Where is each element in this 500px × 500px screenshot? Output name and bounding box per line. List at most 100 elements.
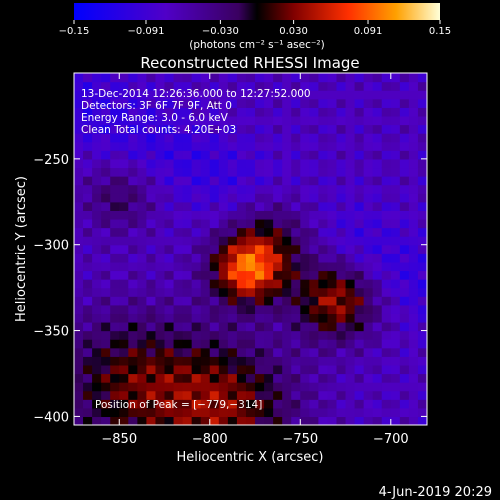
heatmap-cell xyxy=(128,373,138,383)
heatmap-cell xyxy=(227,167,238,177)
heatmap-cell xyxy=(209,124,220,134)
heatmap-cell xyxy=(282,279,292,289)
heatmap-cell xyxy=(245,81,256,91)
heatmap-cell xyxy=(390,399,401,409)
heatmap-cell xyxy=(92,382,102,392)
heatmap-cell xyxy=(390,390,401,400)
heatmap-cell xyxy=(300,124,310,134)
heatmap-cell xyxy=(173,98,184,108)
heatmap-cell xyxy=(146,296,157,306)
heatmap-cell xyxy=(227,253,238,263)
heatmap-cell xyxy=(318,115,329,126)
heatmap-cell xyxy=(119,321,129,332)
heatmap-cell xyxy=(110,244,120,254)
heatmap-cell xyxy=(182,321,193,332)
heatmap-cell xyxy=(408,321,419,332)
heatmap-cell xyxy=(83,141,93,151)
heatmap-cell xyxy=(182,218,193,229)
heatmap-cell xyxy=(101,296,111,306)
heatmap-cell xyxy=(318,373,329,383)
heatmap-cell xyxy=(264,244,274,254)
heatmap-cell xyxy=(119,313,129,323)
heatmap-cell xyxy=(218,150,229,160)
heatmap-cell xyxy=(408,279,419,289)
heatmap-cell xyxy=(363,339,374,349)
heatmap-cell xyxy=(209,356,220,366)
heatmap-cell xyxy=(318,193,329,203)
heatmap-cell xyxy=(164,115,175,126)
heatmap-cell xyxy=(381,158,392,169)
heatmap-cell xyxy=(273,330,283,340)
heatmap-cell xyxy=(372,210,383,220)
heatmap-cell xyxy=(119,261,129,272)
heatmap-cell xyxy=(309,150,319,160)
heatmap-cell xyxy=(209,382,220,392)
heatmap-cell xyxy=(336,141,347,151)
heatmap-cell xyxy=(255,390,265,400)
heatmap-cell xyxy=(101,218,111,229)
heatmap-cell xyxy=(236,98,247,108)
heatmap-cell xyxy=(146,81,157,91)
heatmap-cell xyxy=(182,399,193,409)
heatmap-cell xyxy=(146,141,157,151)
heatmap-cell xyxy=(200,321,211,332)
heatmap-cell xyxy=(309,176,319,186)
heatmap-cell xyxy=(336,296,347,306)
heatmap-cell xyxy=(110,416,120,425)
heatmap-cell xyxy=(318,407,329,418)
heatmap-cell xyxy=(273,210,283,220)
heatmap-cell xyxy=(318,330,329,340)
heatmap-cell xyxy=(74,124,84,134)
heatmap-cell xyxy=(128,150,138,160)
heatmap-cell xyxy=(354,227,365,237)
heatmap-cell xyxy=(345,218,356,229)
heatmap-cell xyxy=(417,296,427,306)
heatmap-cell xyxy=(417,373,427,383)
heatmap-cell xyxy=(417,321,427,332)
heatmap-cell xyxy=(300,356,310,366)
heatmap-cell xyxy=(363,407,374,418)
heatmap-cell xyxy=(264,210,274,220)
heatmap-cell xyxy=(164,176,175,186)
heatmap-cell xyxy=(92,356,102,366)
heatmap-cell xyxy=(300,382,310,392)
heatmap-cell xyxy=(227,115,238,126)
heatmap-cell xyxy=(128,107,138,117)
heatmap-cell xyxy=(309,330,319,340)
heatmap-cell xyxy=(218,321,229,332)
annotation-line: 13-Dec-2014 12:26:36.000 to 12:27:52.000 xyxy=(81,88,311,100)
heatmap-cell xyxy=(363,287,374,297)
heatmap-cell xyxy=(83,330,93,340)
heatmap-cell xyxy=(363,356,374,366)
heatmap-cell xyxy=(236,90,247,100)
heatmap-cell xyxy=(417,304,427,314)
y-tick-label: −400 xyxy=(33,410,69,425)
heatmap-cell xyxy=(363,296,374,306)
heatmap-cell xyxy=(164,407,175,418)
heatmap-cell xyxy=(417,90,427,100)
heatmap-cell xyxy=(119,133,129,143)
heatmap-cell xyxy=(173,347,184,357)
heatmap-cell xyxy=(74,141,84,151)
heatmap-cell xyxy=(318,81,329,91)
heatmap-cell xyxy=(110,364,120,375)
heatmap-cell xyxy=(119,227,129,237)
heatmap-cell xyxy=(101,373,111,383)
heatmap-cell xyxy=(300,115,310,126)
heatmap-cell xyxy=(137,347,148,357)
heatmap-cell xyxy=(110,382,120,392)
heatmap-cell xyxy=(354,347,365,357)
heatmap-cell xyxy=(363,193,374,203)
heatmap-cell xyxy=(300,313,310,323)
heatmap-cell xyxy=(83,133,93,143)
heatmap-cell xyxy=(137,313,148,323)
heatmap-cell xyxy=(318,210,329,220)
heatmap-cell xyxy=(372,321,383,332)
heatmap-cell xyxy=(300,321,310,332)
heatmap-cell xyxy=(191,107,202,117)
heatmap-cell xyxy=(128,236,138,246)
heatmap-cell xyxy=(318,176,329,186)
heatmap-cell xyxy=(273,390,283,400)
heatmap-cell xyxy=(245,382,256,392)
heatmap-cell xyxy=(92,373,102,383)
